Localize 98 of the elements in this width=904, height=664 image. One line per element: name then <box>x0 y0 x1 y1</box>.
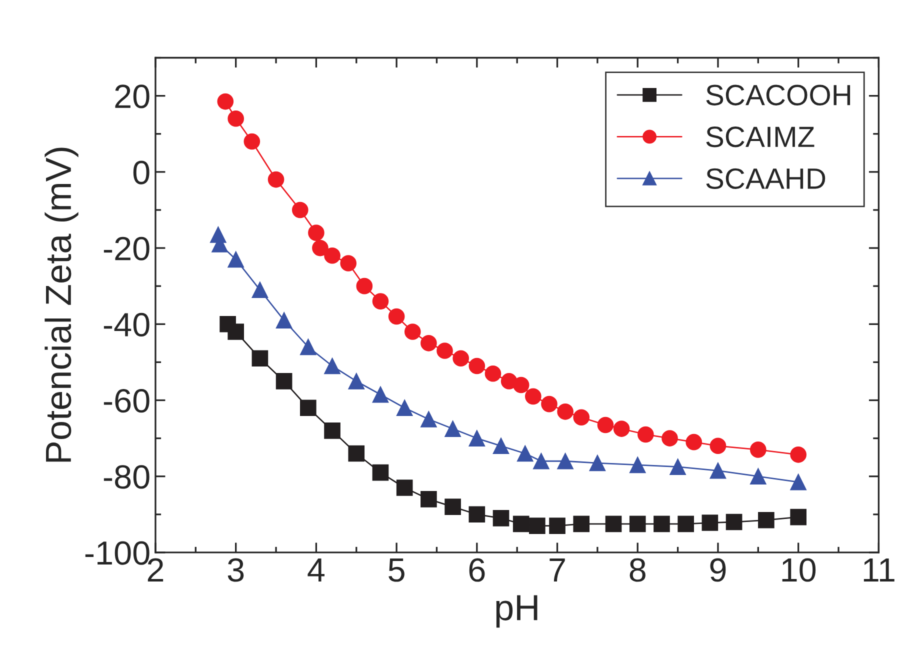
point <box>468 358 486 374</box>
point <box>452 350 469 367</box>
point <box>710 438 726 454</box>
point <box>613 420 630 437</box>
point <box>605 516 622 532</box>
x-tick-label: 7 <box>550 558 565 582</box>
point <box>597 416 614 434</box>
point <box>340 255 356 272</box>
y-tick-label: -20 <box>104 236 150 260</box>
y-tick-label: -80 <box>104 465 150 489</box>
point <box>356 278 373 294</box>
point <box>396 400 413 416</box>
point <box>372 386 389 403</box>
point <box>670 458 686 475</box>
legend-label: SCACOOH <box>706 84 850 106</box>
point <box>228 324 244 340</box>
point <box>372 464 389 481</box>
point <box>726 514 742 530</box>
point <box>292 202 308 218</box>
point <box>654 516 670 532</box>
x-tick-label: 3 <box>228 558 244 582</box>
point <box>484 365 502 382</box>
x-tick-label: 10 <box>782 558 816 582</box>
x-tick-label: 5 <box>388 558 404 582</box>
point <box>662 430 678 446</box>
point <box>525 388 542 405</box>
point <box>324 422 340 439</box>
point <box>573 409 590 426</box>
point <box>750 468 766 484</box>
legend-label: SCAAHD <box>706 168 826 189</box>
point <box>573 516 590 532</box>
point <box>348 445 365 462</box>
point <box>529 518 546 534</box>
point <box>300 338 316 356</box>
point <box>420 335 437 352</box>
point <box>436 342 453 359</box>
y-tick-label: -60 <box>104 389 150 413</box>
x-axis-title: pH <box>496 595 538 628</box>
point <box>444 420 461 437</box>
point <box>629 456 646 474</box>
point <box>268 171 284 188</box>
point <box>549 518 566 534</box>
x-tick-label: 11 <box>864 558 894 582</box>
point <box>557 452 574 470</box>
point <box>420 411 437 428</box>
point <box>388 308 405 325</box>
point <box>468 430 486 446</box>
x-tick-label: 8 <box>630 558 646 582</box>
point <box>629 516 646 532</box>
point <box>790 508 806 526</box>
point <box>557 403 574 420</box>
point <box>790 446 806 463</box>
point <box>492 510 510 526</box>
point <box>324 358 340 374</box>
y-axis-title: Potencial Zeta (mV) <box>44 148 78 462</box>
point <box>541 396 558 412</box>
point <box>217 93 234 110</box>
point <box>348 373 365 390</box>
point <box>512 376 530 394</box>
x-tick-label: 9 <box>710 558 726 582</box>
point <box>308 224 324 241</box>
point <box>492 438 510 454</box>
point <box>758 512 774 528</box>
point <box>228 110 244 127</box>
point <box>468 506 486 523</box>
point <box>252 282 268 298</box>
point <box>444 498 461 515</box>
point <box>420 491 437 508</box>
point <box>750 442 766 458</box>
point <box>372 293 389 310</box>
point <box>516 445 534 462</box>
point <box>710 462 726 479</box>
legend-label: SCAIMZ <box>706 126 814 148</box>
point <box>702 514 718 531</box>
point <box>404 324 421 340</box>
point <box>228 251 244 268</box>
point <box>300 400 316 416</box>
point <box>252 350 268 367</box>
point <box>396 480 413 496</box>
y-tick-label: 20 <box>115 84 150 108</box>
x-tick-label: 6 <box>469 558 485 582</box>
y-tick-label: -40 <box>104 312 150 337</box>
point <box>312 240 328 256</box>
point <box>678 516 694 532</box>
point <box>589 454 606 472</box>
point <box>324 247 340 264</box>
point <box>276 312 292 328</box>
point <box>638 426 654 443</box>
y-tick-label: 0 <box>133 160 150 184</box>
point <box>790 474 806 490</box>
point <box>533 452 550 470</box>
y-tick-label: -100 <box>85 541 150 565</box>
point <box>686 434 702 450</box>
point <box>244 133 260 150</box>
point <box>512 516 530 532</box>
point <box>276 373 292 390</box>
x-tick-label: 4 <box>308 558 324 582</box>
x-tick-label: 2 <box>148 558 164 582</box>
